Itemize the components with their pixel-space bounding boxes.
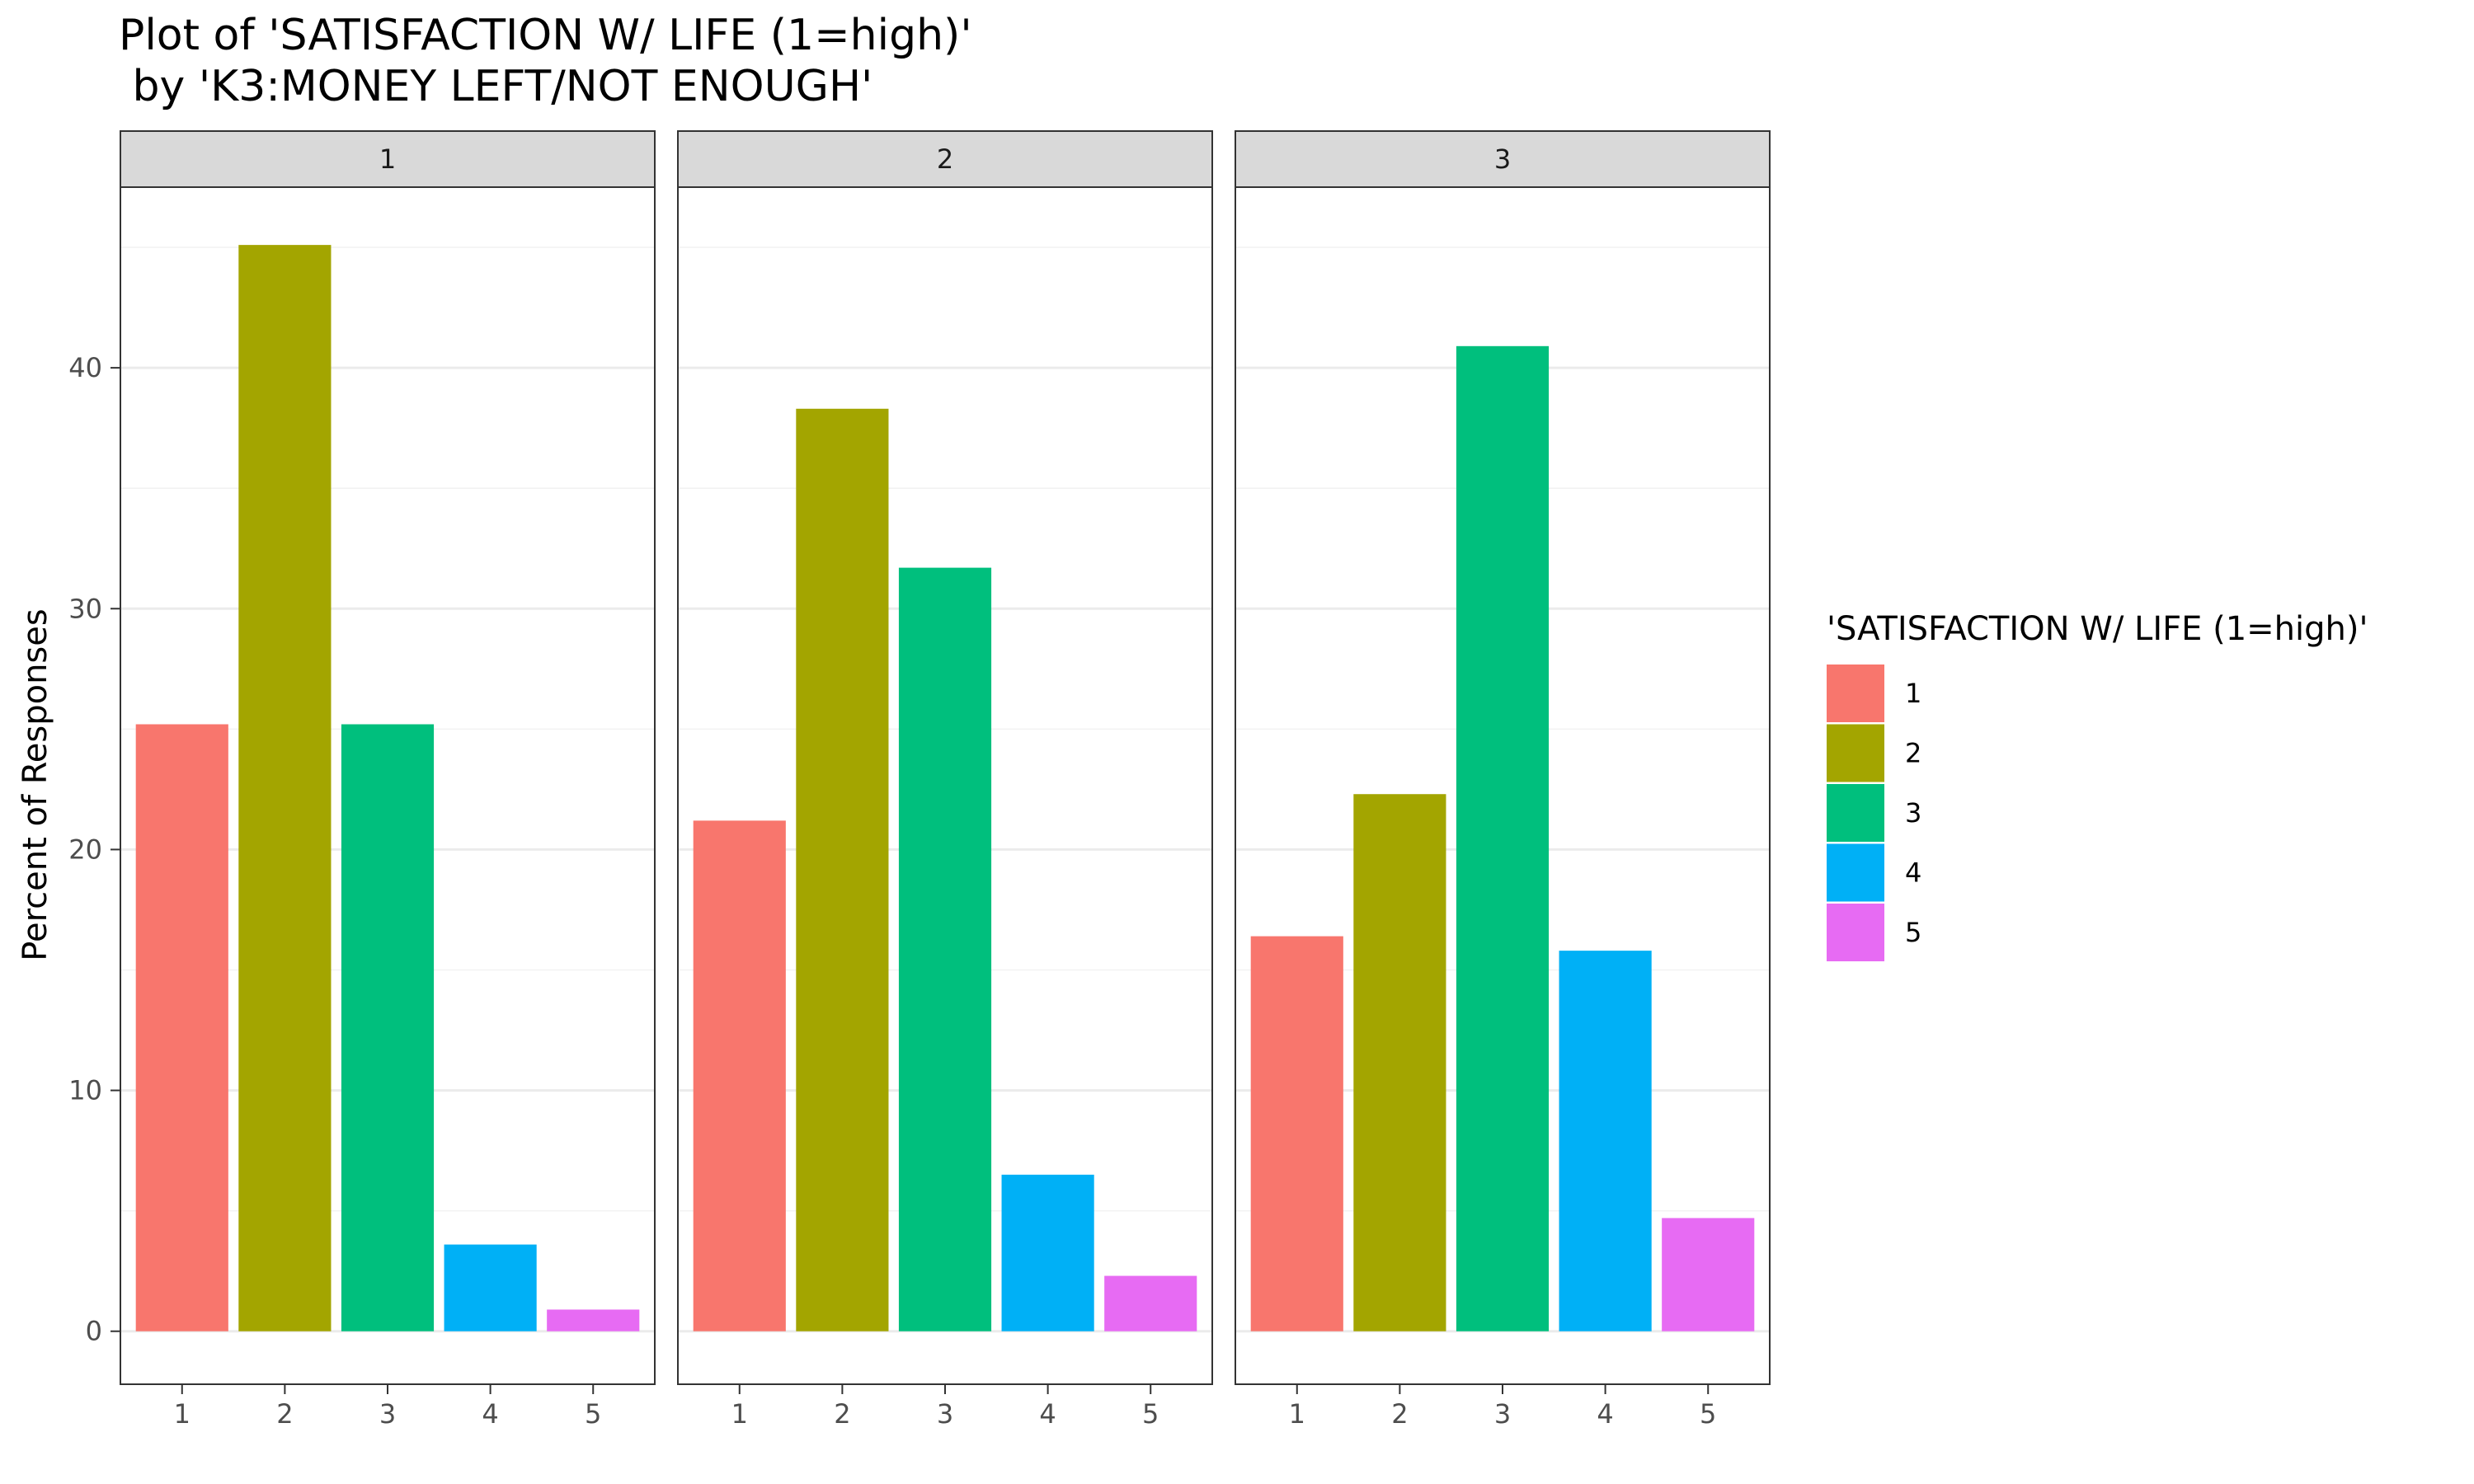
bar-facet-2-cat-3	[898, 567, 992, 1331]
legend-keys: 1 2 3 4 5	[1827, 665, 1921, 961]
bar-facet-2-cat-4	[1001, 1174, 1094, 1331]
legend-label-2: 2	[1905, 738, 1921, 769]
x-tick-label: 3	[1494, 1398, 1511, 1430]
facet-strip	[677, 130, 1213, 188]
facet-panel-2: 2 1 2 3 4 5	[677, 130, 1213, 1430]
facet-strip	[1235, 130, 1771, 188]
bar-facet-1-cat-3	[341, 724, 435, 1331]
bar-facet-3-cat-3	[1456, 345, 1550, 1331]
y-tick-label: 10	[68, 1075, 102, 1106]
bar-facet-1-cat-4	[444, 1244, 537, 1331]
x-tick-label: 5	[585, 1398, 601, 1430]
x-tick-label: 2	[1391, 1398, 1408, 1430]
legend-swatch-3	[1827, 784, 1884, 842]
facet-strip	[120, 130, 656, 188]
chart-title-line-2: by 'K3:MONEY LEFT/NOT ENOUGH'	[119, 62, 872, 111]
x-tick-label: 2	[834, 1398, 850, 1430]
legend-swatch-5	[1827, 904, 1884, 961]
legend-swatch-2	[1827, 724, 1884, 782]
y-tick-label: 40	[68, 352, 102, 383]
x-tick-label: 3	[379, 1398, 396, 1430]
bar-facet-2-cat-2	[796, 408, 889, 1331]
bar-facet-2-cat-5	[1104, 1275, 1197, 1331]
legend-label-1: 1	[1905, 678, 1921, 709]
facet-panel-1: 1 1 2 3 4 5	[120, 130, 656, 1430]
y-tick-label: 0	[86, 1316, 102, 1347]
x-tick-label: 2	[276, 1398, 293, 1430]
y-axis-title: Percent of Responses	[16, 608, 54, 960]
bar-facet-2-cat-1	[693, 820, 786, 1331]
x-tick-label: 1	[174, 1398, 190, 1430]
x-tick-label: 1	[731, 1398, 748, 1430]
legend-swatch-4	[1827, 843, 1884, 902]
facet-panel-3: 3 1 2 3 4 5	[1235, 130, 1771, 1430]
x-tick-label: 4	[1039, 1398, 1056, 1430]
bar-facet-3-cat-1	[1250, 936, 1343, 1331]
bar-facet-3-cat-4	[1559, 951, 1652, 1331]
legend-title: 'SATISFACTION W/ LIFE (1=high)'	[1827, 610, 2368, 648]
facet-panels: 0 10 20 30 40 1 1 2 3 4 5 2 1 2 3 4 5 3 1 2 3 4 5	[68, 130, 1771, 1430]
x-tick-label: 3	[937, 1398, 953, 1430]
legend-label-3: 3	[1905, 797, 1921, 829]
facet-strip-label: 3	[1494, 143, 1511, 175]
x-tick-label: 4	[482, 1398, 498, 1430]
chart-title-line-1: Plot of 'SATISFACTION W/ LIFE (1=high)'	[119, 11, 972, 60]
x-tick-label: 5	[1142, 1398, 1159, 1430]
bar-facet-3-cat-5	[1662, 1218, 1755, 1331]
x-tick-label: 5	[1700, 1398, 1716, 1430]
bar-facet-1-cat-1	[135, 724, 228, 1331]
legend-swatch-1	[1827, 665, 1884, 722]
bar-facet-1-cat-5	[547, 1309, 640, 1331]
x-tick-label: 4	[1597, 1398, 1613, 1430]
facet-strip-label: 1	[379, 143, 396, 175]
legend-label-5: 5	[1905, 917, 1921, 948]
bar-facet-3-cat-2	[1353, 794, 1446, 1331]
y-tick-label: 30	[68, 593, 102, 624]
y-tick-label: 20	[68, 834, 102, 865]
x-tick-label: 1	[1289, 1398, 1305, 1430]
legend-label-4: 4	[1905, 857, 1921, 889]
facet-strip-label: 2	[937, 143, 953, 175]
bar-facet-1-cat-2	[238, 245, 332, 1331]
legend: 'SATISFACTION W/ LIFE (1=high)' 1 2 3 4 5	[1827, 610, 2368, 961]
